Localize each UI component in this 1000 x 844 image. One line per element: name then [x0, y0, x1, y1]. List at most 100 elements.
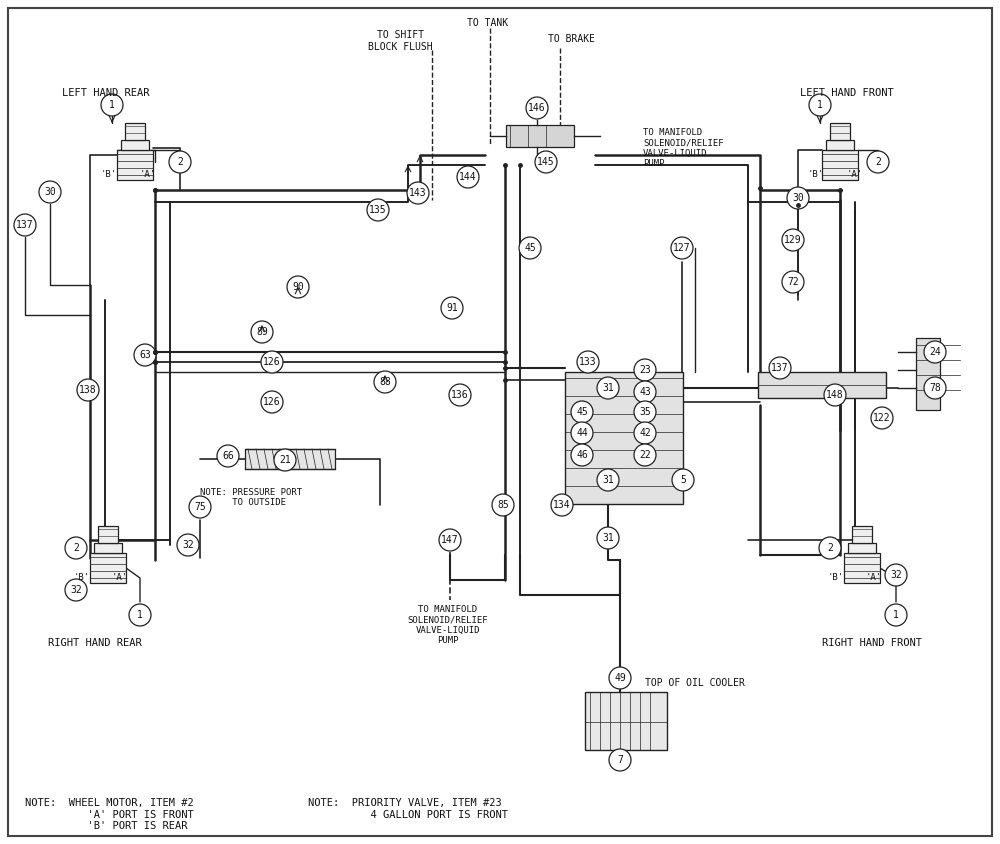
- Text: 5: 5: [680, 475, 686, 485]
- Circle shape: [449, 384, 471, 406]
- Bar: [848, 543, 876, 553]
- Text: 46: 46: [576, 450, 588, 460]
- Text: 133: 133: [579, 357, 597, 367]
- Circle shape: [634, 359, 656, 381]
- Circle shape: [782, 229, 804, 251]
- Text: NOTE:  PRIORITY VALVE, ITEM #23
          4 GALLON PORT IS FRONT: NOTE: PRIORITY VALVE, ITEM #23 4 GALLON …: [308, 798, 508, 820]
- Circle shape: [577, 351, 599, 373]
- Text: 42: 42: [639, 428, 651, 438]
- Circle shape: [374, 371, 396, 393]
- Text: 147: 147: [441, 535, 459, 545]
- Circle shape: [14, 214, 36, 236]
- Text: 63: 63: [139, 350, 151, 360]
- Circle shape: [65, 537, 87, 559]
- Text: 45: 45: [524, 243, 536, 253]
- Text: 22: 22: [639, 450, 651, 460]
- Circle shape: [609, 667, 631, 689]
- Circle shape: [885, 604, 907, 626]
- Bar: [758, 372, 886, 398]
- Circle shape: [597, 469, 619, 491]
- Text: TO SHIFT
BLOCK FLUSH: TO SHIFT BLOCK FLUSH: [368, 30, 432, 51]
- Circle shape: [261, 391, 283, 413]
- Circle shape: [367, 199, 389, 221]
- Circle shape: [177, 534, 199, 556]
- Circle shape: [571, 401, 593, 423]
- Text: 45: 45: [576, 407, 588, 417]
- Text: 49: 49: [614, 673, 626, 683]
- Circle shape: [924, 377, 946, 399]
- Text: 'A': 'A': [112, 573, 128, 582]
- Circle shape: [885, 564, 907, 586]
- Text: TO BRAKE: TO BRAKE: [548, 34, 596, 44]
- Text: TOP OF OIL COOLER: TOP OF OIL COOLER: [645, 678, 745, 688]
- Text: 146: 146: [528, 103, 546, 113]
- Text: 126: 126: [263, 357, 281, 367]
- Text: 78: 78: [929, 383, 941, 393]
- Text: 72: 72: [787, 277, 799, 287]
- Circle shape: [551, 494, 573, 516]
- Text: 145: 145: [537, 157, 555, 167]
- Circle shape: [824, 384, 846, 406]
- Text: 'A': 'A': [847, 170, 863, 179]
- Text: 144: 144: [459, 172, 477, 182]
- Circle shape: [65, 579, 87, 601]
- Circle shape: [819, 537, 841, 559]
- Text: 91: 91: [446, 303, 458, 313]
- Text: 43: 43: [639, 387, 651, 397]
- Text: 1: 1: [817, 100, 823, 110]
- Bar: [830, 123, 850, 140]
- Text: 2: 2: [827, 543, 833, 553]
- Circle shape: [519, 237, 541, 259]
- Circle shape: [526, 97, 548, 119]
- Circle shape: [492, 494, 514, 516]
- Text: 1: 1: [109, 100, 115, 110]
- Circle shape: [77, 379, 99, 401]
- Text: 1: 1: [893, 610, 899, 620]
- Bar: [245, 449, 335, 469]
- Bar: [852, 526, 872, 543]
- Text: 126: 126: [263, 397, 281, 407]
- Circle shape: [787, 187, 809, 209]
- Text: 35: 35: [639, 407, 651, 417]
- Circle shape: [634, 444, 656, 466]
- Bar: [125, 123, 145, 140]
- Circle shape: [134, 344, 156, 366]
- Text: 31: 31: [602, 475, 614, 485]
- Text: LEFT HAND FRONT: LEFT HAND FRONT: [800, 88, 894, 98]
- Text: 31: 31: [602, 533, 614, 543]
- Text: 134: 134: [553, 500, 571, 510]
- Circle shape: [871, 407, 893, 429]
- Circle shape: [39, 181, 61, 203]
- Text: 30: 30: [44, 187, 56, 197]
- Circle shape: [287, 276, 309, 298]
- Circle shape: [597, 377, 619, 399]
- Text: 32: 32: [182, 540, 194, 550]
- Bar: [822, 150, 858, 180]
- Text: TO MANIFOLD
SOLENOID/RELIEF
VALVE-LIQUID
PUMP: TO MANIFOLD SOLENOID/RELIEF VALVE-LIQUID…: [643, 128, 724, 168]
- Text: TO TANK: TO TANK: [467, 18, 509, 28]
- Text: 2: 2: [73, 543, 79, 553]
- Text: 30: 30: [792, 193, 804, 203]
- Text: TO MANIFOLD
SOLENOID/RELIEF
VALVE-LIQUID
PUMP: TO MANIFOLD SOLENOID/RELIEF VALVE-LIQUID…: [408, 605, 488, 645]
- Text: 137: 137: [771, 363, 789, 373]
- Circle shape: [634, 381, 656, 403]
- Text: 143: 143: [409, 188, 427, 198]
- Circle shape: [251, 321, 273, 343]
- Text: 21: 21: [279, 455, 291, 465]
- Text: 'B': 'B': [808, 170, 824, 179]
- Text: 7: 7: [617, 755, 623, 765]
- Bar: [565, 372, 683, 504]
- Text: 75: 75: [194, 502, 206, 512]
- Circle shape: [672, 469, 694, 491]
- Bar: [916, 338, 940, 410]
- Text: NOTE:  WHEEL MOTOR, ITEM #2
          'A' PORT IS FRONT
          'B' PORT IS RE: NOTE: WHEEL MOTOR, ITEM #2 'A' PORT IS F…: [25, 798, 194, 831]
- Text: 31: 31: [602, 383, 614, 393]
- Text: RIGHT HAND FRONT: RIGHT HAND FRONT: [822, 638, 922, 648]
- Circle shape: [782, 271, 804, 293]
- Bar: [585, 692, 667, 750]
- Text: LEFT HAND REAR: LEFT HAND REAR: [62, 88, 150, 98]
- Text: 129: 129: [784, 235, 802, 245]
- Bar: [98, 526, 118, 543]
- Circle shape: [634, 401, 656, 423]
- Text: 88: 88: [379, 377, 391, 387]
